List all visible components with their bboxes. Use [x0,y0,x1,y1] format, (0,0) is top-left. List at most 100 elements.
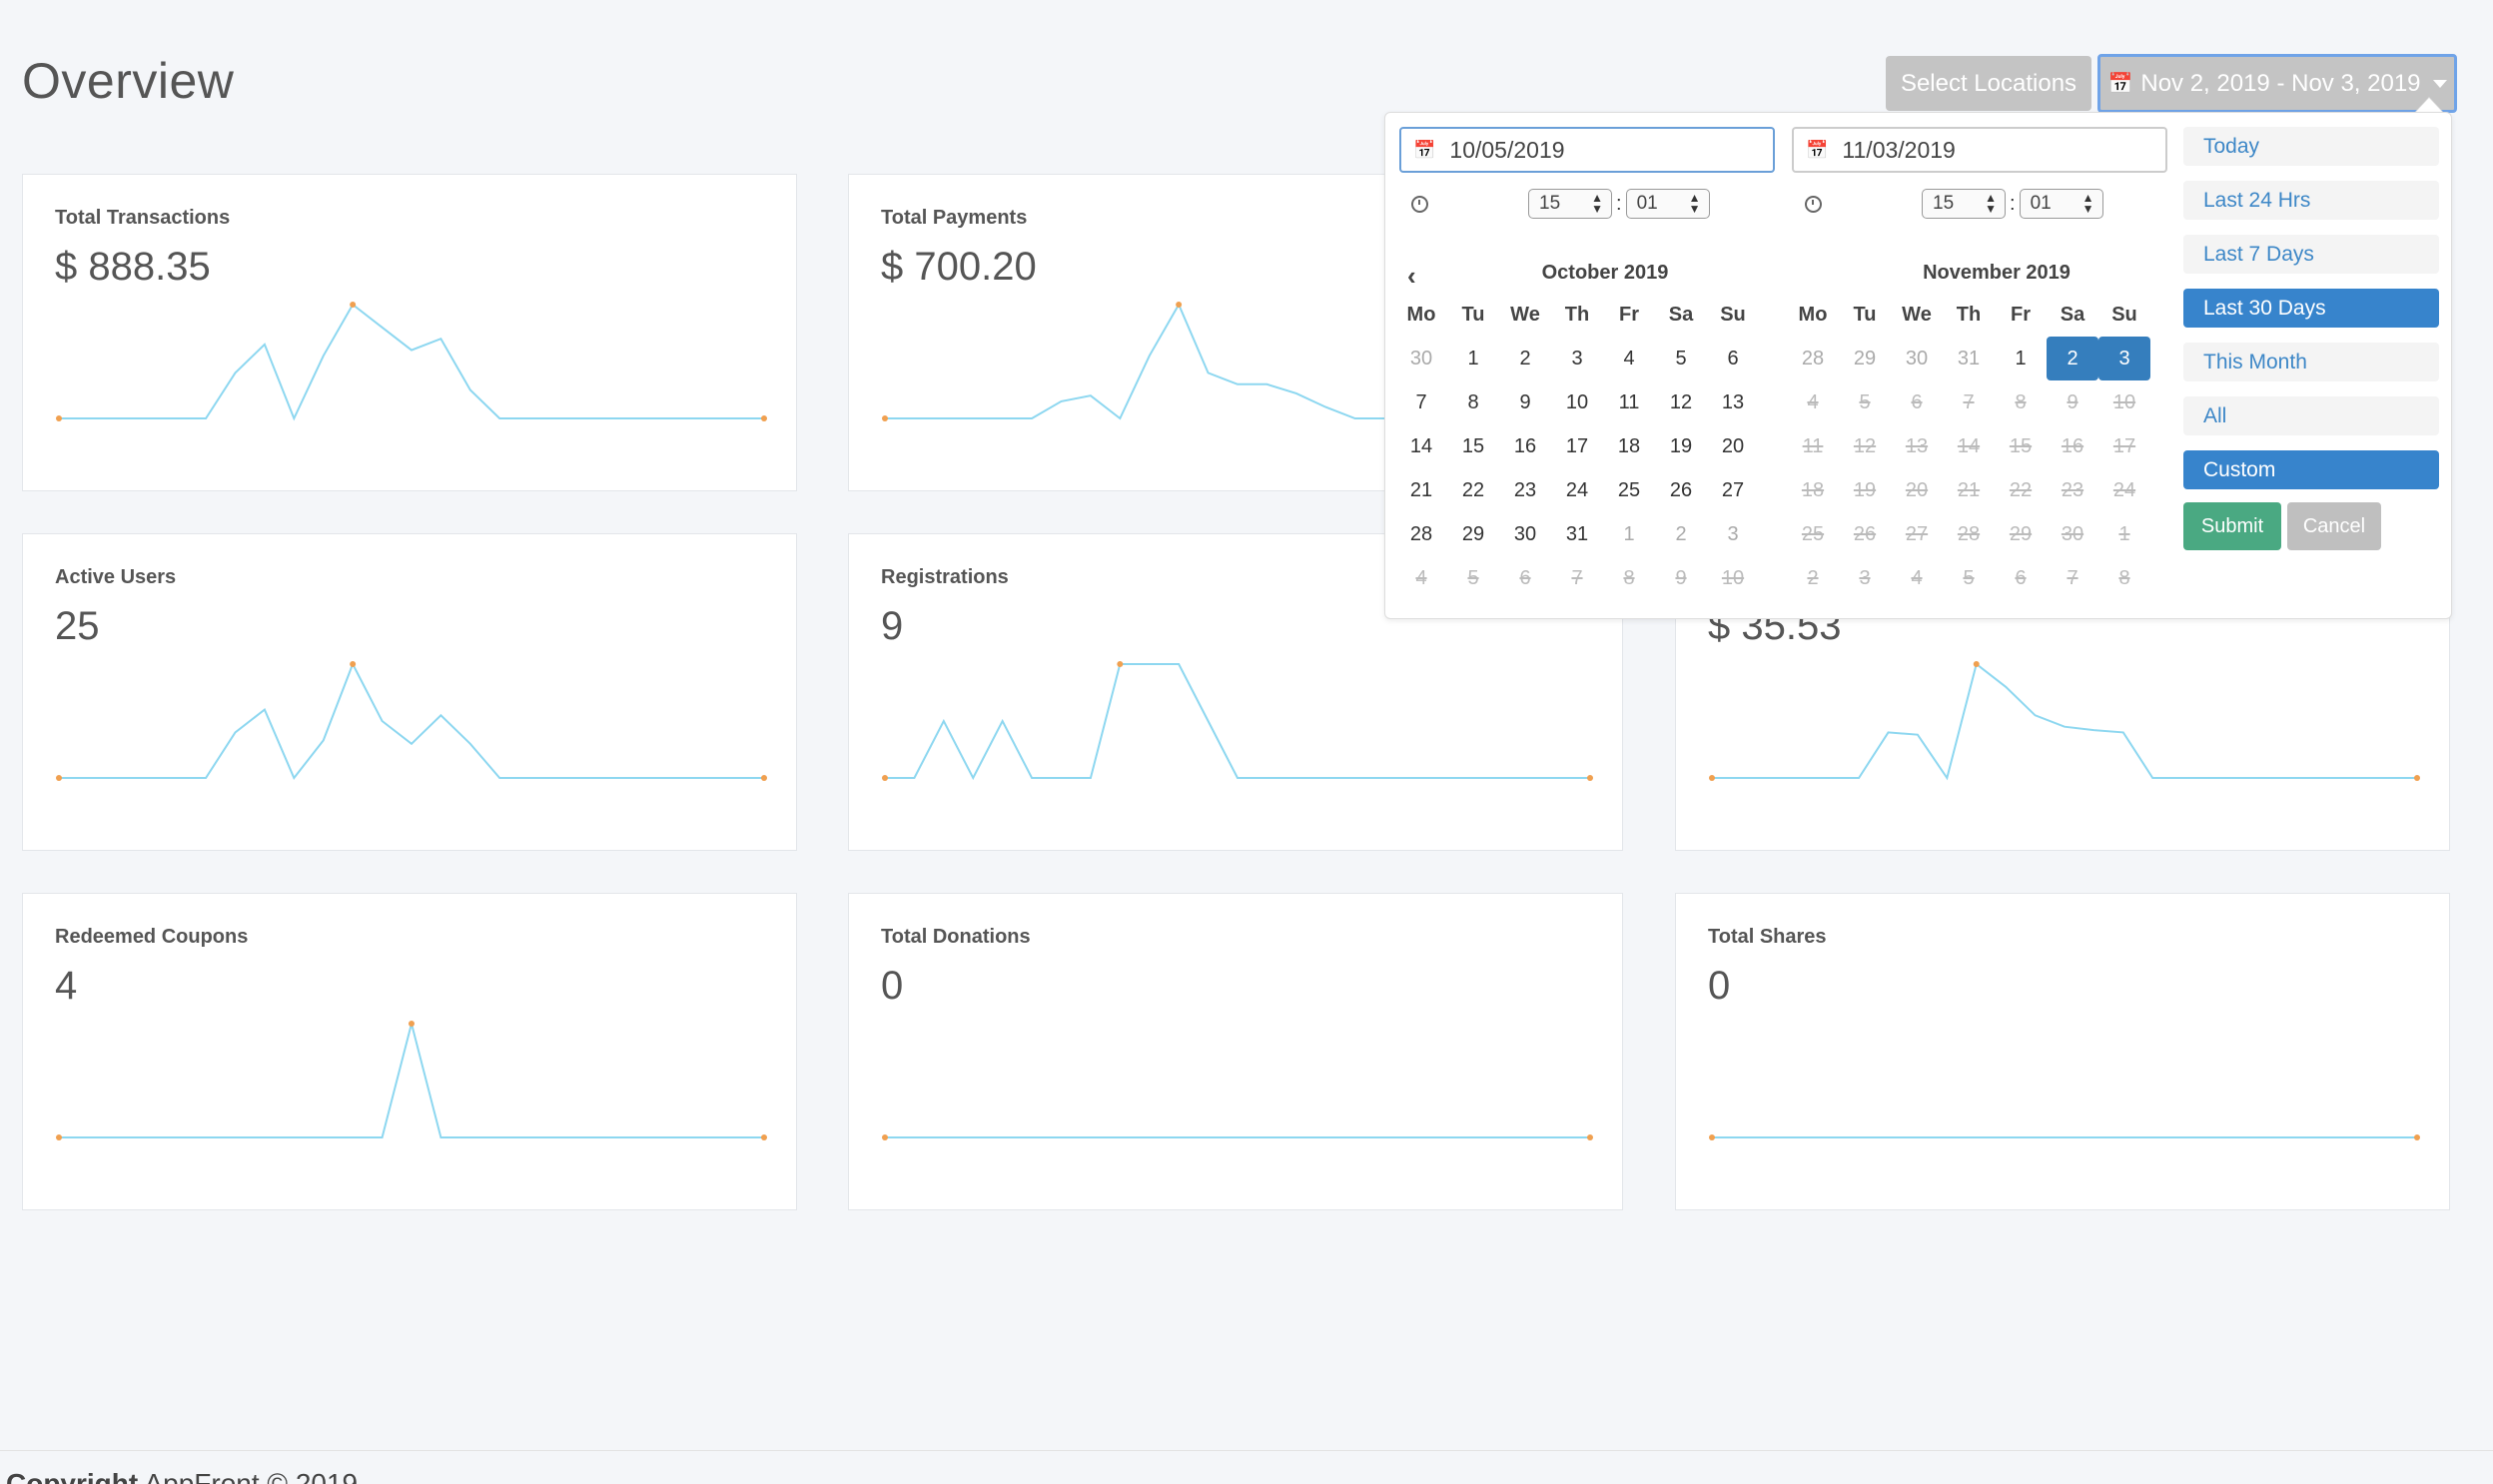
right-month-title: November 2019 [1923,261,2071,284]
page-title: Overview [22,53,235,109]
calendar-day[interactable]: 29 [1853,347,1877,370]
calendar-day[interactable]: 5 [1675,347,1687,370]
calendar-day[interactable]: 16 [1513,434,1537,457]
start-date-value: 10/05/2019 [1449,136,1565,163]
calendar-day: 9 [1675,566,1687,589]
stat-card: Total Shares 0 [1675,893,2450,1210]
calendar-day[interactable]: 15 [1461,434,1485,457]
stat-card-value: 0 [881,964,904,1008]
weekday-header: Su [1720,303,1746,326]
calendar-day[interactable]: 3 [1571,347,1583,370]
calendar-day[interactable]: 9 [1519,390,1531,413]
calendar-day[interactable]: 11 [1618,390,1640,413]
sparkline-line [1712,662,2417,781]
end-date-input[interactable]: 📅 11/03/2019 [1792,127,2167,173]
calendar-day: 5 [1963,566,1975,589]
sparkline-chart [882,1134,1593,1140]
calendar-day[interactable]: 2 [1675,522,1687,545]
calendar-day: 12 [1853,434,1877,457]
submit-button[interactable]: Submit [2183,502,2281,550]
date-range-button[interactable]: 📅 Nov 2, 2019 - Nov 3, 2019 [2097,54,2457,113]
calendar-day[interactable]: 13 [1721,390,1745,413]
calendar-day[interactable]: 31 [1957,347,1981,370]
stat-card-label: Total Donations [881,926,1031,948]
sparkline-point [1709,1134,1715,1140]
calendar-day[interactable]: 7 [1415,390,1427,413]
calendar-day[interactable]: 21 [1409,478,1433,501]
calendar-day[interactable]: 31 [1565,522,1589,545]
end-minute-value: 01 [2030,193,2052,214]
calendar-day[interactable]: 1 [2015,347,2027,370]
weekday-header: Th [1956,303,1982,326]
sparkline-point [1709,775,1715,781]
calendar-day: 4 [1807,390,1819,413]
calendar-day[interactable]: 30 [1905,347,1929,370]
calendar-day[interactable]: 30 [1513,522,1537,545]
calendar-day[interactable]: 18 [1617,434,1641,457]
end-minute-select[interactable]: 01 ▲ ▼ [2019,189,2103,219]
time-separator: : [2010,192,2016,215]
sparkline-point [761,775,767,781]
calendar-day[interactable]: 4 [1623,347,1635,370]
calendar-day: 18 [1801,478,1825,501]
sparkline-chart [1709,1134,2420,1140]
calendar-day: 24 [2112,478,2136,501]
calendar-day[interactable]: 2 [1519,347,1531,370]
range-option[interactable]: This Month [2183,343,2439,381]
calendar-day[interactable]: 27 [1721,478,1745,501]
calendar-day[interactable]: 3 [1727,522,1739,545]
range-option[interactable]: Last 30 Days [2183,289,2439,328]
calendar-day[interactable]: 3 [2098,337,2150,380]
calendar-day[interactable]: 25 [1617,478,1641,501]
start-minute-select[interactable]: 01 ▲ ▼ [1625,189,1710,219]
start-date-input[interactable]: 📅 10/05/2019 [1399,127,1775,173]
end-hour-select[interactable]: 15 ▲ ▼ [1922,189,2006,219]
calendar-day: 16 [2061,434,2084,457]
sparkline-point [882,415,888,421]
range-option[interactable]: Today [2183,127,2439,166]
range-option[interactable]: All [2183,396,2439,435]
calendar-day[interactable]: 6 [1727,347,1739,370]
calendar-day[interactable]: 17 [1565,434,1589,457]
calendar-day[interactable]: 1 [1623,522,1635,545]
calendar-day[interactable]: 29 [1461,522,1485,545]
calendar-day: 27 [1905,522,1929,545]
calendar-day[interactable]: 24 [1565,478,1589,501]
range-option[interactable]: Last 24 Hrs [2183,181,2439,220]
calendar-day: 11 [1802,434,1824,457]
weekday-header: We [1510,303,1540,326]
range-option[interactable]: Custom [2183,450,2439,489]
calendar-day[interactable]: 12 [1669,390,1693,413]
calendar-day[interactable]: 14 [1409,434,1433,457]
picker-pointer [2415,98,2443,113]
calendar-day[interactable]: 2 [2047,337,2098,380]
prev-month-chevron-icon[interactable]: ‹ [1407,261,1416,291]
calendar-day[interactable]: 10 [1565,390,1589,413]
calendar-icon: 📅 [1413,139,1436,160]
stat-card: Redeemed Coupons 4 [22,893,797,1210]
calendar-day[interactable]: 22 [1461,478,1485,501]
spinner-icon: ▲ ▼ [1591,191,1603,216]
calendar-day: 30 [2061,522,2084,545]
calendar-day[interactable]: 28 [1409,522,1433,545]
calendar-day[interactable]: 23 [1513,478,1537,501]
left-month-grid: Mo Tu We Th Fr Sa Su 30 1 2 3 4 5 6 7 8 9 10 11 12 13 14 15 16 1… [1395,293,1815,600]
left-month-title: October 2019 [1541,261,1669,284]
calendar-day[interactable]: 20 [1721,434,1745,457]
sparkline-point [761,415,767,421]
spinner-icon: ▲ ▼ [2081,191,2094,216]
calendar-day[interactable]: 26 [1669,478,1693,501]
calendar-day[interactable]: 8 [1467,390,1479,413]
calendar-day[interactable]: 30 [1409,347,1433,370]
range-option[interactable]: Last 7 Days [2183,235,2439,274]
select-locations-button[interactable]: Select Locations [1886,56,2091,111]
calendar-day[interactable]: 1 [1467,347,1479,370]
calendar-day: 4 [1415,566,1427,589]
calendar-day[interactable]: 19 [1669,434,1693,457]
sparkline-point [56,415,62,421]
calendar-day: 10 [2112,390,2136,413]
calendar-day[interactable]: 28 [1801,347,1825,370]
cancel-button[interactable]: Cancel [2287,502,2381,550]
calendar-day: 5 [1467,566,1479,589]
start-hour-select[interactable]: 15 ▲ ▼ [1528,189,1612,219]
